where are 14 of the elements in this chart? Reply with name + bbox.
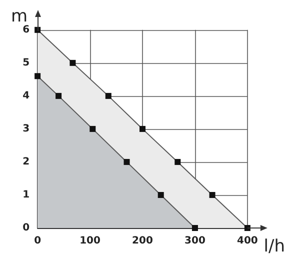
y-axis-title: m bbox=[11, 6, 28, 26]
y-tick-label: 3 bbox=[22, 123, 30, 134]
x-tick-label: 300 bbox=[184, 236, 206, 246]
x-tick-label: 0 bbox=[34, 236, 42, 246]
y-tick-label: 5 bbox=[22, 57, 30, 68]
x-tick-label: 200 bbox=[132, 236, 153, 246]
y-tick-label: 6 bbox=[22, 24, 30, 36]
y-tick-label: 4 bbox=[22, 90, 30, 102]
y-tick-label: 2 bbox=[22, 156, 30, 168]
x-tick-label: 100 bbox=[80, 236, 101, 246]
x-axis-title: l/h bbox=[264, 236, 286, 256]
y-tick-label: 1 bbox=[22, 189, 30, 200]
x-tick-label: 400 bbox=[237, 236, 258, 246]
y-tick-label: 0 bbox=[22, 222, 30, 234]
